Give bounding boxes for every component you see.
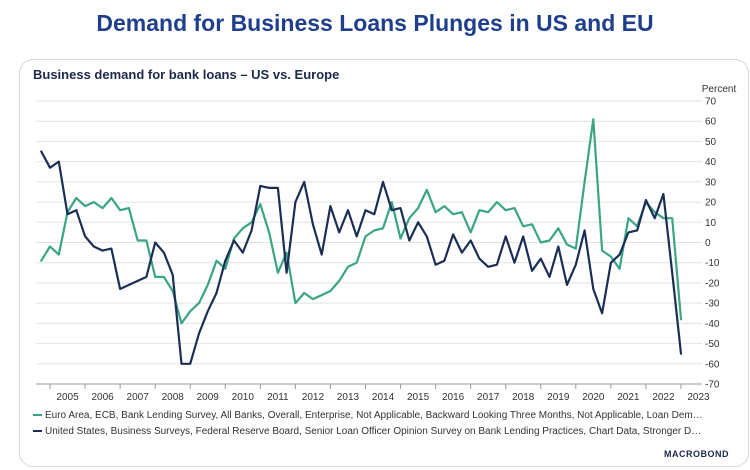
x-tick-label: 2012: [302, 392, 325, 403]
series-line-united-states: [40, 150, 683, 365]
legend-label-us: United States, Business Surveys, Federal…: [45, 426, 705, 437]
y-tick-label: 60: [705, 117, 717, 128]
page-headline: Demand for Business Loans Plunges in US …: [96, 10, 654, 36]
y-tick-label: 0: [705, 238, 711, 249]
axes: -70 -60 -50 -40 -30 -20 -10 0 10 20 30 40 50 60 70 Perc…: [36, 84, 736, 403]
y-tick-label: -60: [705, 359, 720, 370]
series-line-euro-area: [40, 118, 683, 325]
x-tick-label: 2022: [652, 392, 675, 403]
y-tick-label: 20: [705, 198, 717, 209]
y-tick-label: 40: [705, 157, 717, 168]
macrobond-logo: MACROBOND: [664, 449, 729, 459]
y-tick-label: 30: [705, 177, 717, 188]
x-tick-label: 2013: [337, 392, 360, 403]
x-tick-label: 2021: [617, 392, 640, 403]
y-tick-label: -50: [705, 339, 720, 350]
y-tick-label: 10: [705, 218, 717, 229]
x-tick-label: 2014: [372, 392, 395, 403]
chart-title: Business demand for bank loans – US vs. …: [33, 67, 340, 82]
y-tick-label: -20: [705, 278, 720, 289]
x-tick-label: 2020: [582, 392, 605, 403]
y-axis-unit-label: Percent: [702, 84, 737, 95]
x-tick-label: 2006: [91, 392, 114, 403]
x-tick-label: 2011: [267, 392, 289, 403]
x-tick-label: 2010: [232, 392, 255, 403]
y-tick-label: -70: [705, 380, 720, 391]
x-tick-label: 2019: [547, 392, 570, 403]
x-tick-label: 2005: [56, 392, 79, 403]
series-lines: [40, 118, 683, 365]
legend-item-euro: Euro Area, ECB, Bank Lending Survey, All…: [33, 409, 705, 423]
legend-label-euro: Euro Area, ECB, Bank Lending Survey, All…: [45, 410, 705, 421]
x-tick-label: 2015: [407, 392, 430, 403]
x-tick-label: 2018: [512, 392, 535, 403]
x-tick-label: 2017: [477, 392, 500, 403]
y-tick-label: -40: [705, 319, 720, 330]
x-tick-label: 2009: [197, 392, 220, 403]
x-tick-label: 2007: [127, 392, 150, 403]
y-tick-label: -10: [705, 258, 720, 269]
y-tick-label: -30: [705, 299, 720, 310]
x-tick-label: 2016: [442, 392, 465, 403]
y-tick-label: 50: [705, 137, 717, 148]
legend-swatch-us: [33, 430, 42, 433]
y-tick-label: 70: [705, 97, 717, 108]
legend-swatch-euro: [33, 414, 42, 417]
x-tick-label: 2023: [687, 392, 710, 403]
legend-item-us: United States, Business Surveys, Federal…: [33, 425, 705, 439]
x-tick-label: 2008: [162, 392, 185, 403]
